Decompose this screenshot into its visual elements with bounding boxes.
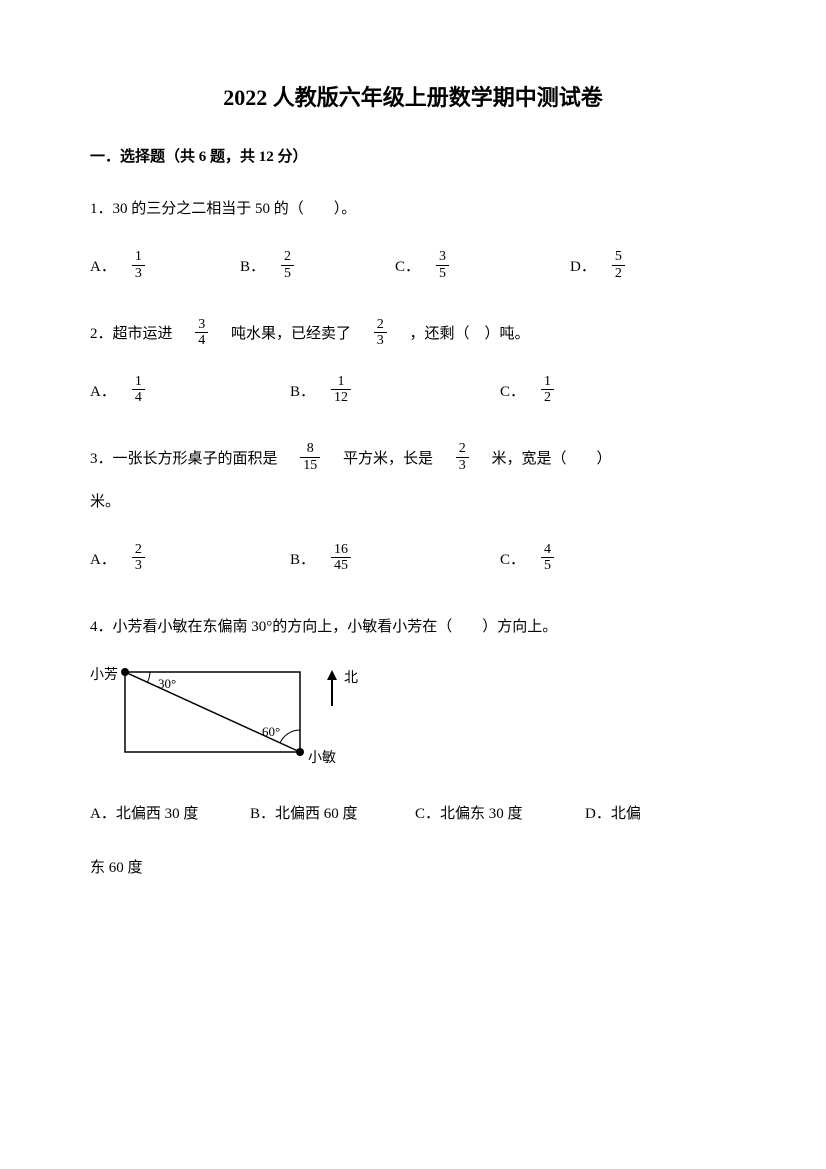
option-3c: C． 4 5: [500, 544, 558, 576]
denominator: 3: [132, 557, 145, 573]
numerator: 3: [195, 317, 208, 332]
fraction: 1 4: [132, 374, 145, 406]
denominator: 2: [541, 389, 554, 405]
denominator: 15: [300, 457, 320, 473]
label-min: 小敏: [308, 750, 336, 764]
question-4-text: 4．小芳看小敏在东偏南 30°的方向上，小敏看小芳在（ ）方向上。: [90, 611, 736, 644]
numerator: 1: [132, 249, 145, 264]
question-1-text: 1．30 的三分之二相当于 50 的（ ）。: [90, 193, 736, 226]
option-text: B．北偏西 60 度: [250, 802, 358, 826]
option-text: A．北偏西 30 度: [90, 802, 198, 826]
option-4a: A．北偏西 30 度: [90, 802, 250, 826]
label-60: 60°: [262, 724, 280, 739]
option-label: B．: [240, 255, 265, 279]
label-30: 30°: [158, 676, 176, 691]
fraction: 2 5: [281, 249, 294, 281]
page-title: 2022 人教版六年级上册数学期中测试卷: [90, 80, 736, 115]
option-4b: B．北偏西 60 度: [250, 802, 415, 826]
fraction: 5 2: [612, 249, 625, 281]
numerator: 3: [436, 249, 449, 264]
option-1c: C． 3 5: [395, 251, 570, 283]
numerator: 5: [612, 249, 625, 264]
text-part: 3．一张长方形桌子的面积是: [90, 451, 293, 467]
denominator: 5: [436, 265, 449, 281]
text-part: 平方米，长是: [328, 451, 448, 467]
option-label: A．: [90, 380, 116, 404]
fraction: 2 3: [374, 317, 387, 349]
text-part: 米。: [90, 486, 736, 519]
fraction: 4 5: [541, 542, 554, 574]
label-fang: 小芳: [90, 666, 118, 683]
text-part: ，还剩（ ）吨。: [395, 326, 530, 342]
option-4d: D．北偏: [585, 802, 641, 826]
option-3a: A． 2 3: [90, 544, 290, 576]
option-2a: A． 1 4: [90, 376, 290, 408]
option-label: C．: [395, 255, 420, 279]
fraction: 8 15: [300, 441, 320, 473]
numerator: 2: [374, 317, 387, 332]
option-2b: B． 1 12: [290, 376, 500, 408]
numerator: 2: [456, 441, 469, 456]
numerator: 1: [132, 374, 145, 389]
option-label: C．: [500, 548, 525, 572]
denominator: 3: [132, 265, 145, 281]
question-3-text: 3．一张长方形桌子的面积是 8 15 平方米，长是 2 3 米，宽是（ ） 米。: [90, 443, 736, 519]
option-label: C．: [500, 380, 525, 404]
denominator: 45: [331, 557, 351, 573]
label-north: 北: [344, 670, 358, 686]
question-3-options: A． 2 3 B． 16 45 C． 4 5: [90, 544, 736, 576]
numerator: 2: [132, 542, 145, 557]
option-2c: C． 1 2: [500, 376, 558, 408]
text-part: 吨水果，已经卖了: [216, 326, 366, 342]
option-label: B．: [290, 380, 315, 404]
denominator: 4: [195, 332, 208, 348]
option-1b: B． 2 5: [240, 251, 395, 283]
direction-diagram: 小芳 30° 60° 小敏 北: [90, 664, 736, 772]
section-header: 一．选择题（共 6 题，共 12 分）: [90, 145, 736, 169]
option-label: A．: [90, 548, 116, 572]
diagram-svg: 小芳 30° 60° 小敏 北: [90, 664, 380, 764]
option-4c: C．北偏东 30 度: [415, 802, 585, 826]
numerator: 2: [281, 249, 294, 264]
denominator: 5: [281, 265, 294, 281]
option-label: D．: [570, 255, 596, 279]
question-4: 4．小芳看小敏在东偏南 30°的方向上，小敏看小芳在（ ）方向上。 小芳 30°…: [90, 611, 736, 880]
numerator: 4: [541, 542, 554, 557]
numerator: 1: [541, 374, 554, 389]
text-part: 米，宽是（ ）: [477, 451, 612, 467]
denominator: 3: [374, 332, 387, 348]
option-label: B．: [290, 548, 315, 572]
denominator: 3: [456, 457, 469, 473]
question-1: 1．30 的三分之二相当于 50 的（ ）。 A． 1 3 B． 2 5 C． …: [90, 193, 736, 283]
numerator: 1: [335, 374, 348, 389]
question-1-options: A． 1 3 B． 2 5 C． 3 5 D． 5 2: [90, 251, 736, 283]
question-4-options: A．北偏西 30 度 B．北偏西 60 度 C．北偏东 30 度 D．北偏: [90, 802, 736, 826]
fraction: 16 45: [331, 542, 351, 574]
question-2: 2．超市运进 3 4 吨水果，已经卖了 2 3 ，还剩（ ）吨。 A． 1 4 …: [90, 318, 736, 408]
option-text: D．北偏: [585, 802, 641, 826]
denominator: 4: [132, 389, 145, 405]
fraction: 2 3: [132, 542, 145, 574]
question-2-text: 2．超市运进 3 4 吨水果，已经卖了 2 3 ，还剩（ ）吨。: [90, 318, 736, 351]
option-text: C．北偏东 30 度: [415, 802, 523, 826]
numerator: 8: [304, 441, 317, 456]
fraction: 3 4: [195, 317, 208, 349]
numerator: 16: [331, 542, 351, 557]
option-1a: A． 1 3: [90, 251, 240, 283]
question-3: 3．一张长方形桌子的面积是 8 15 平方米，长是 2 3 米，宽是（ ） 米。…: [90, 443, 736, 576]
option-1d: D． 5 2: [570, 251, 629, 283]
denominator: 5: [541, 557, 554, 573]
question-2-options: A． 1 4 B． 1 12 C． 1 2: [90, 376, 736, 408]
text-part: 2．超市运进: [90, 326, 188, 342]
denominator: 12: [331, 389, 351, 405]
fraction: 1 3: [132, 249, 145, 281]
fraction: 1 12: [331, 374, 351, 406]
fraction: 1 2: [541, 374, 554, 406]
fraction: 2 3: [456, 441, 469, 473]
option-4d-continued: 东 60 度: [90, 856, 736, 880]
denominator: 2: [612, 265, 625, 281]
option-label: A．: [90, 255, 116, 279]
option-3b: B． 16 45: [290, 544, 500, 576]
fraction: 3 5: [436, 249, 449, 281]
